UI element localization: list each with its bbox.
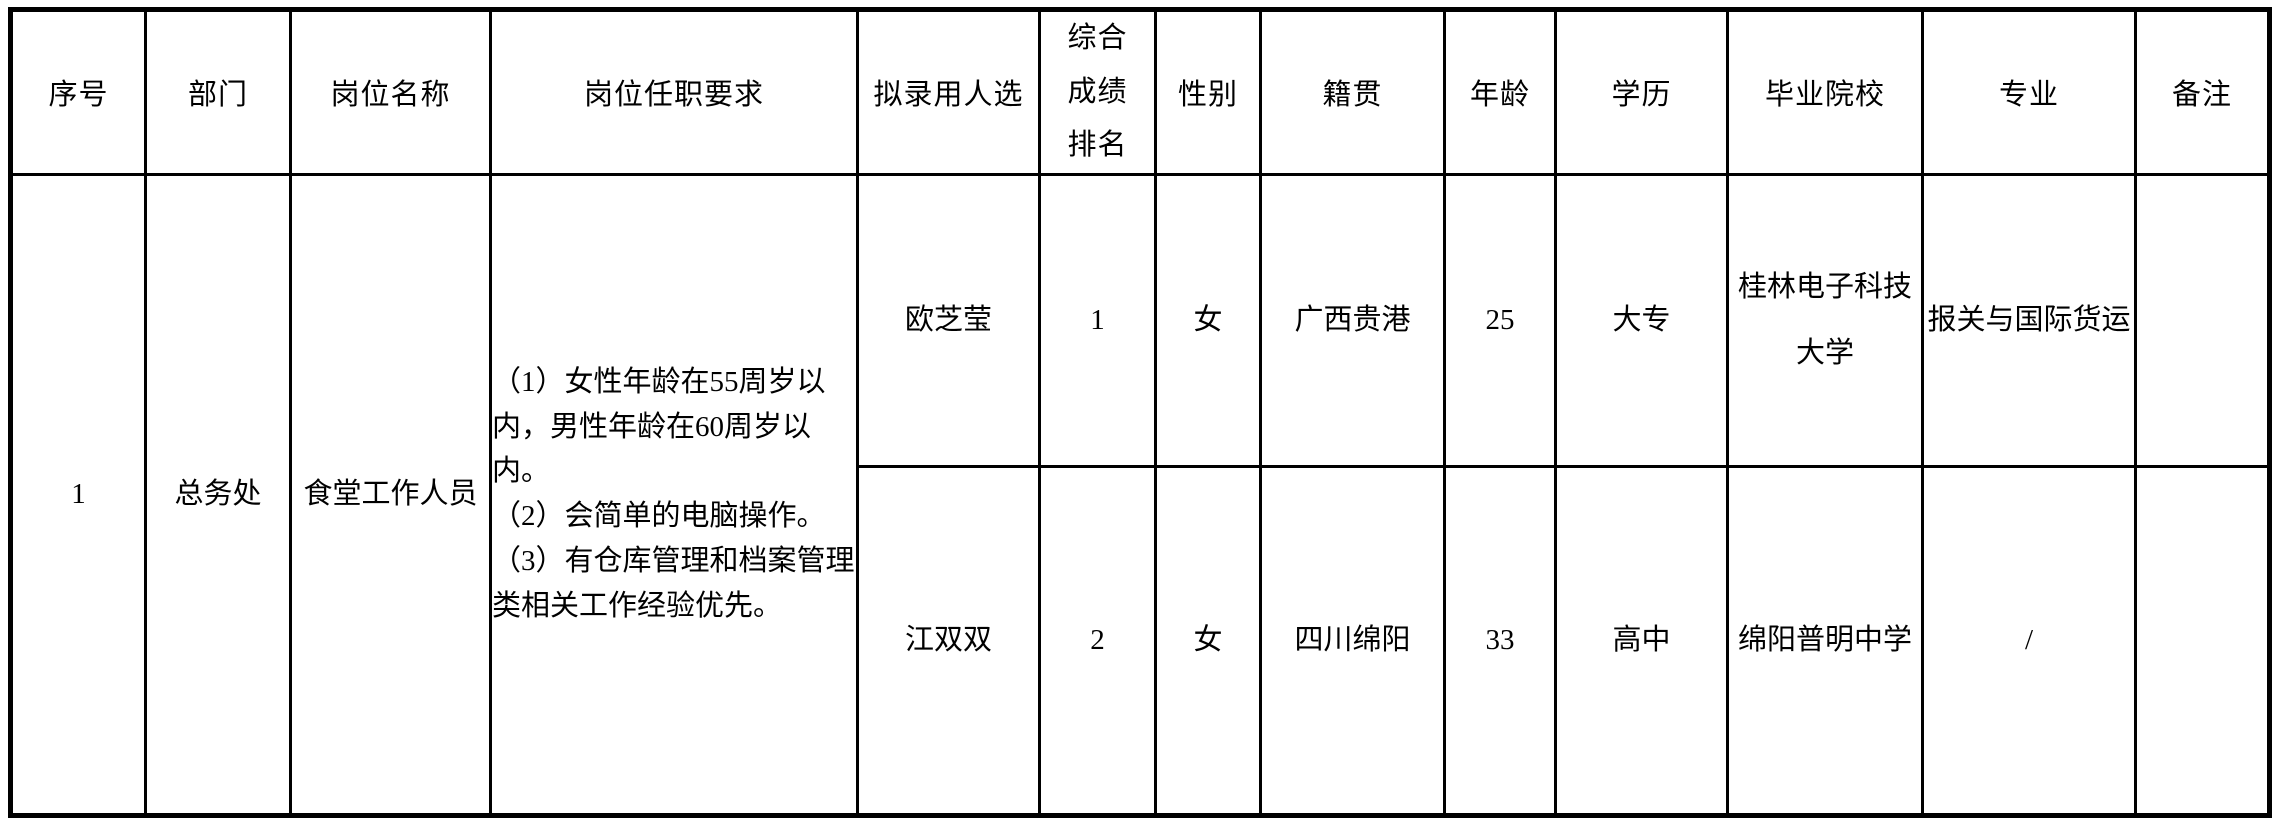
- header-rank-label: 综合成绩排名: [1067, 22, 1128, 162]
- cell-school: 绵阳普明中学: [1726, 464, 1924, 817]
- cell-candidate-name: 江双双: [856, 464, 1041, 817]
- cell-age: 33: [1443, 464, 1557, 817]
- cell-remark: [2134, 172, 2271, 468]
- header-cell-education: 学历: [1554, 8, 1729, 176]
- header-cell-age: 年龄: [1443, 8, 1557, 176]
- cell-major: 报关与国际货运: [1921, 172, 2137, 468]
- cell-age: 25: [1443, 172, 1557, 468]
- header-cell-gender: 性别: [1154, 8, 1262, 176]
- cell-education: 大专: [1554, 172, 1729, 468]
- requirement-item-1: （1）女性年龄在55周岁以内，男性年龄在60周岁以内。: [492, 365, 826, 488]
- header-cell-school: 毕业院校: [1726, 8, 1924, 176]
- header-cell-rank: 综合成绩排名: [1038, 8, 1157, 176]
- cell-department: 总务处: [144, 172, 292, 817]
- cell-seq: 1: [9, 172, 147, 817]
- header-cell-department: 部门: [144, 8, 292, 176]
- cell-rank: 1: [1038, 172, 1157, 468]
- recruitment-roster-table: 序号 部门 岗位名称 岗位任职要求 拟录用人选 综合成绩排名 性别 籍贯 年龄 …: [8, 7, 2272, 818]
- header-cell-seq: 序号: [9, 8, 147, 176]
- cell-school: 桂林电子科技大学: [1726, 172, 1924, 468]
- candidate-row-1: 1 总务处 食堂工作人员 （1）女性年龄在55周岁以内，男性年龄在60周岁以内。…: [9, 172, 2271, 817]
- cell-native-place: 广西贵港: [1259, 172, 1446, 468]
- cell-position-name: 食堂工作人员: [289, 172, 492, 817]
- table-header-row: 序号 部门 岗位名称 岗位任职要求 拟录用人选 综合成绩排名 性别 籍贯 年龄 …: [9, 8, 2271, 176]
- requirement-item-3: （3）有仓库管理和档案管理类相关工作经验优先。: [492, 545, 855, 623]
- cell-candidate-name: 欧芝莹: [856, 172, 1041, 468]
- requirement-item-2: （2）会简单的电脑操作。: [492, 500, 826, 533]
- candidate-row-2: 江双双 2 女 四川绵阳 33 高中 绵阳普明中学 /: [11, 464, 2271, 817]
- cell-rank: 2: [1038, 464, 1157, 817]
- cell-requirements: （1）女性年龄在55周岁以内，男性年龄在60周岁以内。 （2）会简单的电脑操作。…: [489, 172, 859, 817]
- header-cell-major: 专业: [1921, 8, 2137, 176]
- header-cell-position-name: 岗位名称: [289, 8, 492, 176]
- header-cell-requirements: 岗位任职要求: [489, 8, 859, 176]
- header-cell-remark: 备注: [2134, 8, 2271, 176]
- cell-gender: 女: [1154, 464, 1262, 817]
- cell-native-place: 四川绵阳: [1259, 464, 1446, 817]
- cell-remark: [2134, 464, 2271, 817]
- header-cell-native-place: 籍贯: [1259, 8, 1446, 176]
- cell-gender: 女: [1154, 172, 1262, 468]
- cell-education: 高中: [1554, 464, 1729, 817]
- cell-major: /: [1921, 464, 2137, 817]
- header-cell-candidate: 拟录用人选: [856, 8, 1041, 176]
